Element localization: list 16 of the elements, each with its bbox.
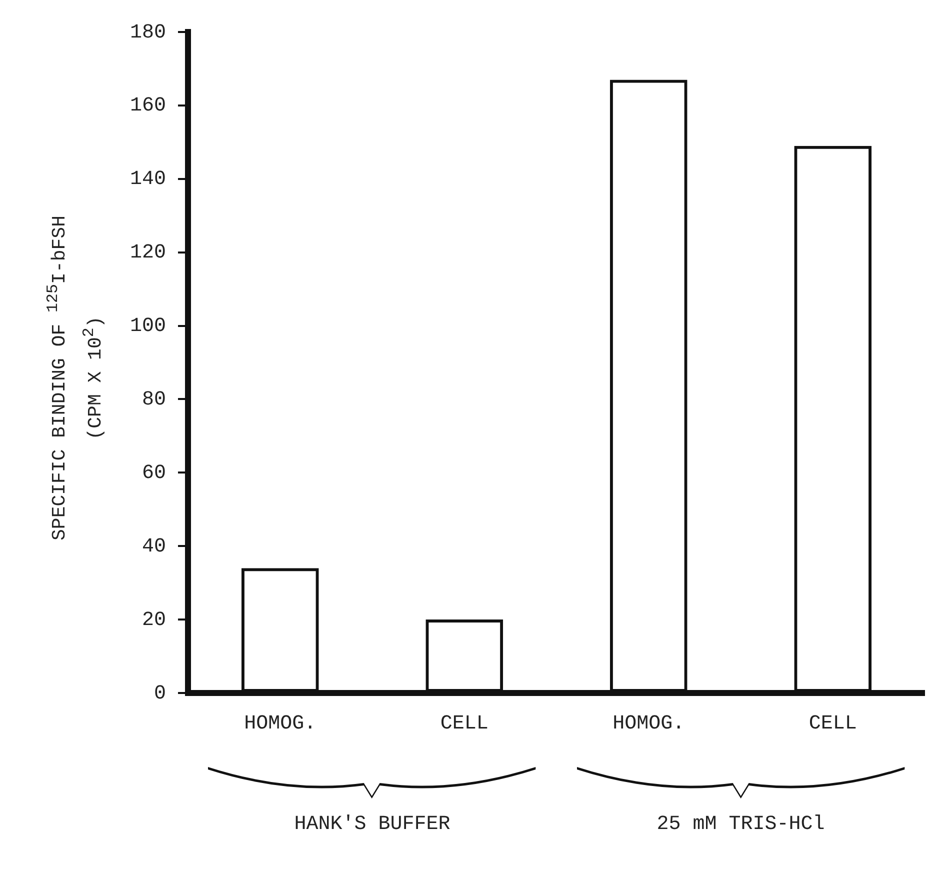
x-tick-label: HOMOG. xyxy=(612,712,685,736)
y-tick-label: 120 xyxy=(130,242,166,265)
y-tick-label: 100 xyxy=(130,315,166,338)
y-tick-label: 0 xyxy=(154,682,166,706)
y-tick-label: 180 xyxy=(130,21,166,44)
x-tick-label: HOMOG. xyxy=(244,712,316,736)
y-tick-label: 40 xyxy=(142,535,166,558)
x-tick-label: CELL xyxy=(440,712,488,736)
text: HANK'S BUFFER xyxy=(293,813,452,836)
y-tick-label: 140 xyxy=(130,168,166,192)
y-tick-label: 60 xyxy=(142,462,166,485)
y-tick-label: 20 xyxy=(142,608,166,632)
y-tick-label: 80 xyxy=(142,388,166,412)
x-tick-label: CELL xyxy=(808,712,857,736)
text: 25 mM TRIS-HCl xyxy=(656,813,826,836)
y-tick-label: 160 xyxy=(130,94,166,118)
